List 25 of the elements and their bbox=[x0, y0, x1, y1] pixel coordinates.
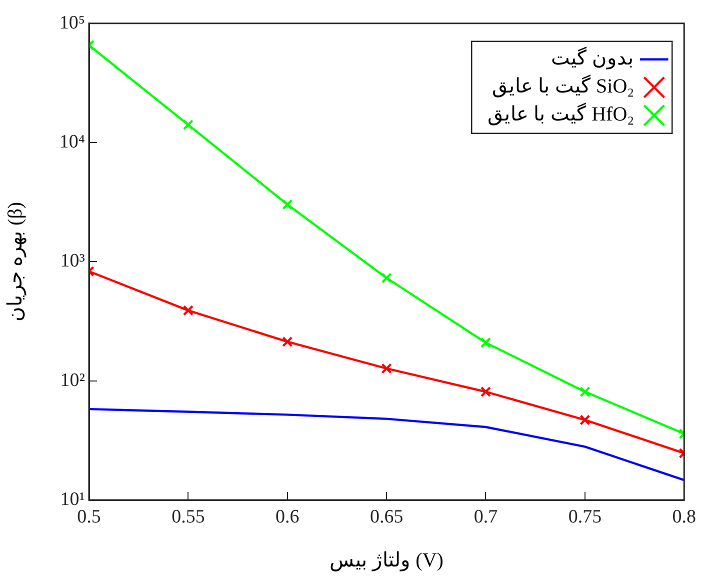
x-tick-label: 0.7 bbox=[474, 506, 498, 528]
point bbox=[580, 386, 590, 398]
y-tick-label: 10³ bbox=[60, 250, 86, 272]
y-axis-title: بهره جریان (β) bbox=[4, 202, 26, 322]
point bbox=[282, 336, 293, 348]
point bbox=[381, 272, 392, 284]
point bbox=[282, 199, 293, 210]
x-tick-label: 0.8 bbox=[672, 506, 696, 528]
legend-label: گیت با عایق HfO₂ bbox=[488, 102, 634, 126]
x-tick-label: 0.65 bbox=[370, 506, 404, 528]
point bbox=[480, 337, 492, 348]
legend-label: بدون گیت bbox=[551, 46, 634, 70]
point bbox=[182, 119, 194, 130]
point bbox=[381, 363, 392, 374]
legend-label: گیت با عایق SiO₂ bbox=[492, 74, 634, 98]
x-tick-label: 0.75 bbox=[568, 506, 602, 528]
y-tick-label: 10⁴ bbox=[59, 132, 86, 153]
point bbox=[182, 305, 194, 316]
x-tick-label: 0.6 bbox=[276, 506, 300, 528]
point bbox=[580, 414, 590, 426]
y-tick-label: 10⁵ bbox=[59, 12, 85, 34]
x-tick-label: 0.55 bbox=[172, 506, 205, 528]
y-tick-label: 10² bbox=[60, 370, 86, 391]
point bbox=[480, 386, 492, 398]
x-axis-title: ولتاژ بیس (V) bbox=[330, 549, 444, 572]
